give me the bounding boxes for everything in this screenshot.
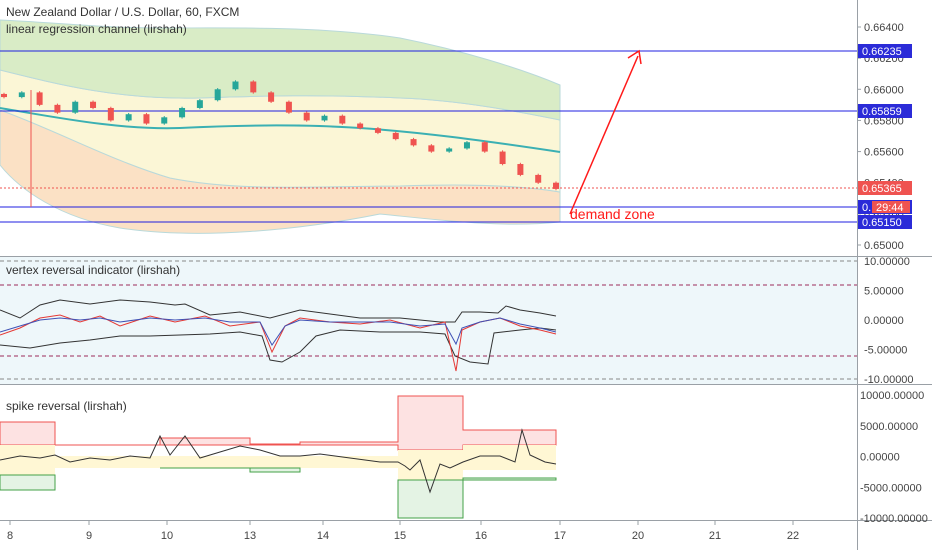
target-arrow-shaft (569, 55, 639, 215)
demand-zone-label: demand zone (570, 206, 655, 222)
level-badge-65859-text: 0.65859 (862, 106, 902, 118)
chart-subtitle: linear regression channel (lirshah) (6, 22, 187, 36)
candle-body (268, 92, 275, 102)
time-axis-tick-label: 20 (632, 530, 644, 542)
spike-title: spike reversal (lirshah) (6, 399, 127, 413)
time-axis[interactable]: 8 9 10 13 14 15 16 17 20 21 22 (7, 521, 799, 542)
candle-body (463, 142, 470, 149)
candle-body (392, 132, 399, 140)
main-axis-tick-label: 0.65600 (864, 147, 904, 159)
candle-body (499, 151, 506, 165)
countdown-inner (872, 201, 910, 213)
candle-body (339, 115, 346, 124)
time-axis-tick-label: 13 (244, 530, 256, 542)
candle-body (250, 81, 257, 93)
vertex-axis-tick-label: -10.00000 (864, 374, 914, 386)
last-price-badge (858, 181, 912, 195)
spike-band-upper (0, 395, 557, 451)
candle-body (179, 107, 186, 118)
main-axis-tick-label: 0.66200 (864, 53, 904, 65)
time-axis-tick-label: 15 (394, 530, 406, 542)
time-axis-tick-label: 14 (317, 530, 329, 542)
vertex-blue-line (0, 317, 557, 346)
candle-body (357, 123, 364, 129)
vertex-axis: 10.00000 5.00000 0.00000 -5.00000 -10.00000 (864, 256, 914, 386)
level-badge-65859 (858, 104, 912, 118)
spike-axis: 10000.00000 5000.00000 0.00000 -5000.00000 -… (860, 390, 928, 525)
candle-body (285, 101, 292, 113)
candle-body (553, 182, 559, 189)
last-price-badge-text: 0.65365 (862, 183, 902, 195)
chart-title: New Zealand Dollar / U.S. Dollar, 60, FX… (6, 5, 239, 19)
candle-body (18, 92, 25, 98)
time-axis-tick-label: 16 (475, 530, 487, 542)
vertex-axis-tick-label: 0.00000 (864, 315, 904, 327)
vertex-axis-tick-label: 5.00000 (864, 286, 904, 298)
candle-body (428, 145, 435, 152)
time-axis-tick-label: 8 (7, 530, 13, 542)
candle-body (232, 81, 239, 90)
candle-body (125, 114, 132, 121)
vertex-lower-envelope (0, 327, 557, 365)
time-axis-tick-label: 17 (554, 530, 566, 542)
candle-body (374, 128, 381, 133)
regression-line (0, 107, 561, 153)
candle-body (410, 139, 417, 146)
candle-body (143, 114, 150, 124)
spike-axis-tick-label: 10000.00000 (860, 390, 924, 402)
vertex-axis-tick-label: -5.00000 (864, 345, 907, 357)
main-axis-tick-label: 0.65000 (864, 240, 904, 252)
vertex-title: vertex reversal indicator (lirshah) (6, 263, 180, 277)
candle-body (54, 104, 61, 113)
main-axis-tick-label: 0.66000 (864, 84, 904, 96)
vertex-upper-envelope (0, 299, 557, 323)
candle-body (303, 112, 310, 121)
candle-body (321, 115, 328, 121)
main-axis-tick-label: 0.66400 (864, 22, 904, 34)
time-axis-tick-label: 22 (787, 530, 799, 542)
level-badge-65150-text: 0.65150 (862, 217, 902, 229)
candle-body (1, 93, 7, 98)
time-axis-tick-label: 21 (709, 530, 721, 542)
candles (1, 80, 559, 191)
spike-axis-tick-label: -10000.00000 (860, 513, 928, 525)
time-axis-tick-label: 10 (161, 530, 173, 542)
level-badge-66235 (858, 44, 912, 58)
spike-axis-tick-label: -5000.00000 (860, 482, 922, 494)
target-arrow-head (627, 49, 642, 65)
candle-body (196, 100, 203, 108)
candle-body (481, 142, 488, 152)
candle-body (446, 148, 453, 152)
spike-line (0, 428, 557, 494)
main-axis-tick-label: 0.65800 (864, 115, 904, 127)
candle-body (72, 101, 79, 113)
countdown-prefix: 0. (862, 202, 871, 214)
level-badge-65150 (858, 215, 912, 229)
candle-body (107, 107, 114, 121)
spike-axis-tick-label: 5000.00000 (860, 421, 918, 433)
candle-body (535, 174, 542, 183)
level-badge-66235-text: 0.66235 (862, 46, 902, 58)
candle-body (161, 117, 168, 124)
time-axis-tick-label: 9 (86, 530, 92, 542)
spike-band-mid-up (0, 445, 556, 458)
candle-body (214, 89, 221, 101)
vertex-axis-tick-label: 10.00000 (864, 256, 910, 268)
channel-band-upper (0, 19, 561, 121)
countdown-text: 29:44 (876, 202, 904, 214)
candle-body (90, 101, 97, 108)
candle-body (36, 92, 43, 105)
spike-band-lower (0, 467, 557, 519)
candle-body (517, 164, 524, 175)
spike-axis-tick-label: 0.00000 (860, 452, 900, 464)
